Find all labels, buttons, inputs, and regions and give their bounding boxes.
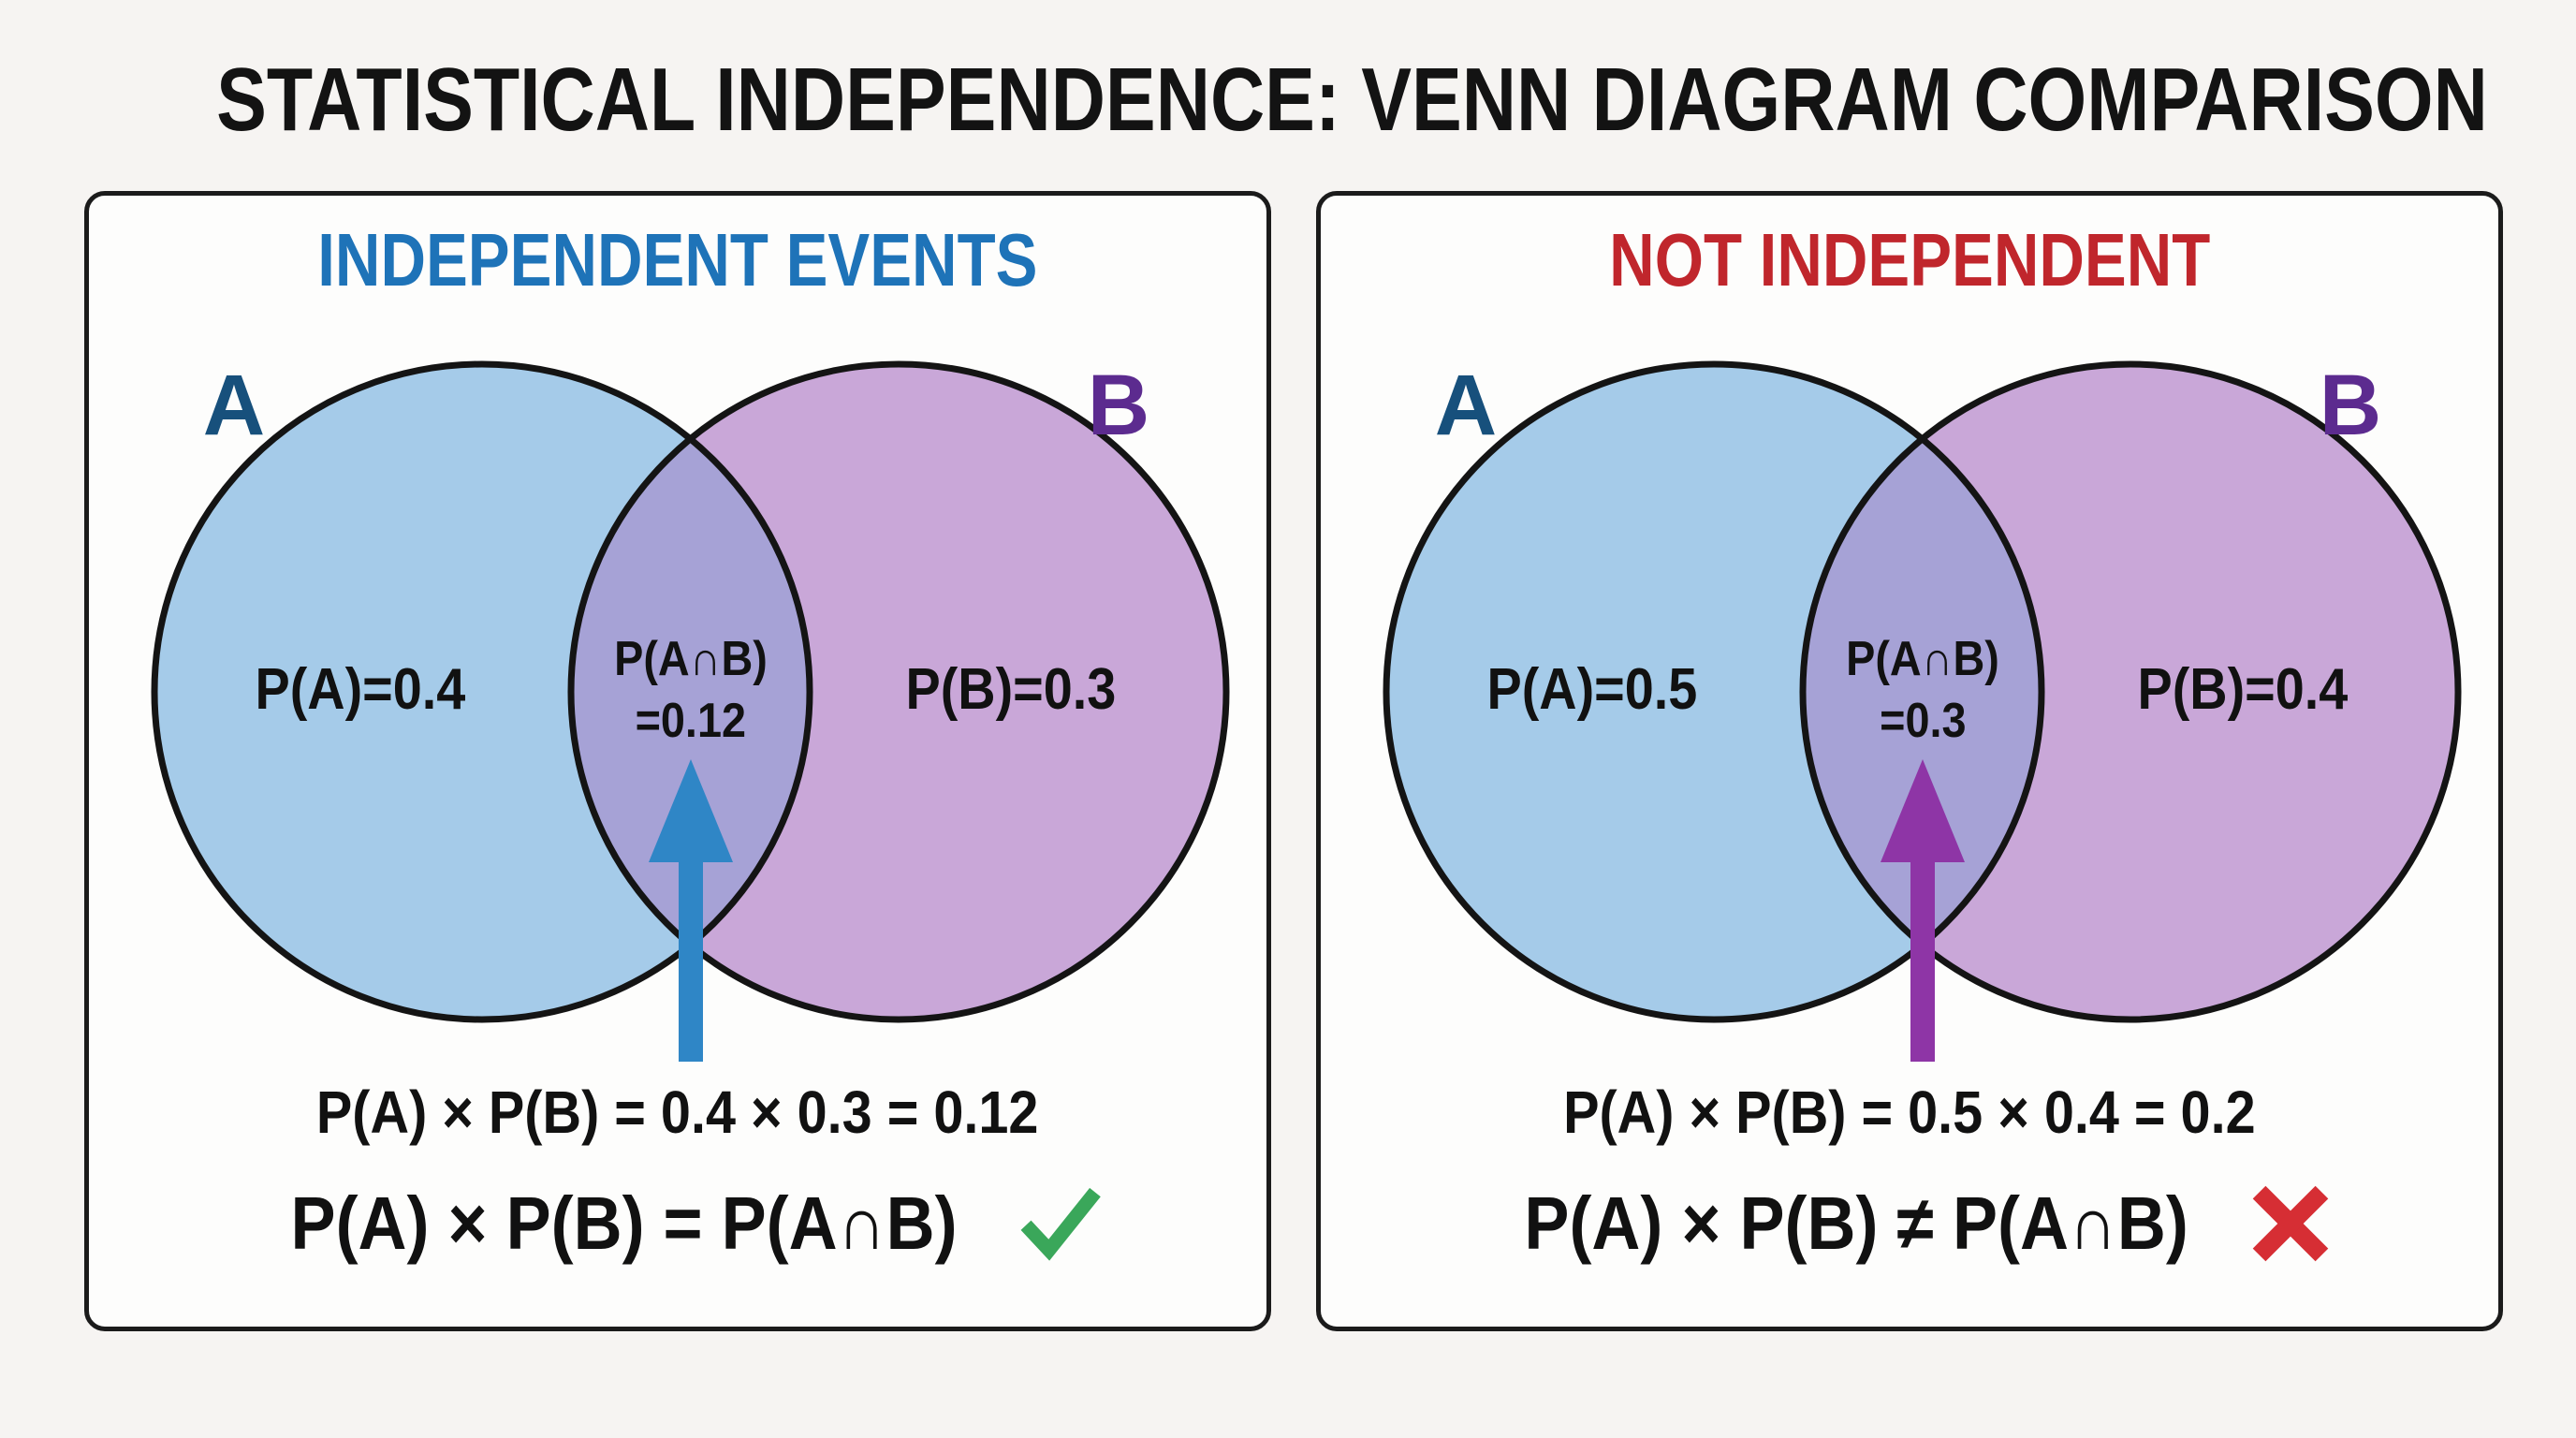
conclusion-formula: P(A) × P(B) ≠ P(A∩B) — [1321, 1181, 2498, 1267]
probability-b-value: P(B)=0.4 — [2137, 657, 2349, 722]
intersection-region — [571, 364, 810, 1020]
intersection-region — [1803, 364, 2042, 1020]
probability-a-value: P(A)=0.4 — [255, 657, 466, 722]
intersection-arrow-icon — [649, 759, 733, 1062]
check-icon — [1020, 1187, 1101, 1261]
set-a-label: A — [202, 358, 266, 453]
not-independent-panel-heading: NOT INDEPENDENT — [1608, 218, 2211, 301]
page-title-text: STATISTICAL INDEPENDENCE: VENN DIAGRAM C… — [216, 50, 2488, 150]
x-icon — [2252, 1185, 2329, 1262]
set-b-label: B — [1087, 358, 1150, 453]
circle-a-outline — [1383, 360, 2045, 1023]
probability-a-value: P(A)=0.5 — [1486, 657, 1698, 722]
independent-panel-heading: INDEPENDENT EVENTS — [317, 218, 1038, 301]
circle-b-outline — [567, 360, 1230, 1023]
product-formula: P(A) × P(B) = 0.4 × 0.3 = 0.12 — [316, 1078, 1039, 1146]
not-independent-venn-diagram — [1383, 360, 2462, 1062]
conclusion-formula: P(A) × P(B) = P(A∩B) — [89, 1181, 1266, 1267]
set-a-label: A — [1434, 358, 1498, 453]
independent-events-panel: INDEPENDENT EVENTS A B P(A)=0.4 P(A∩B) =… — [84, 191, 1271, 1331]
circle-b-outline — [1799, 360, 2462, 1023]
intersection-arrow-icon — [1881, 759, 1965, 1062]
page-title: STATISTICAL INDEPENDENCE: VENN DIAGRAM C… — [0, 49, 2576, 152]
not-independent-panel: NOT INDEPENDENT A B P(A)=0.5 P(A∩B) =0.3… — [1316, 191, 2503, 1331]
probability-intersection-value: P(A∩B) =0.3 — [1846, 632, 1999, 748]
probability-b-value: P(B)=0.3 — [905, 657, 1117, 722]
set-b-label: B — [2319, 358, 2382, 453]
independent-venn-diagram — [151, 360, 1230, 1062]
probability-intersection-value: P(A∩B) =0.12 — [614, 632, 768, 748]
product-formula: P(A) × P(B) = 0.5 × 0.4 = 0.2 — [1563, 1078, 2256, 1146]
circle-a-outline — [151, 360, 813, 1023]
